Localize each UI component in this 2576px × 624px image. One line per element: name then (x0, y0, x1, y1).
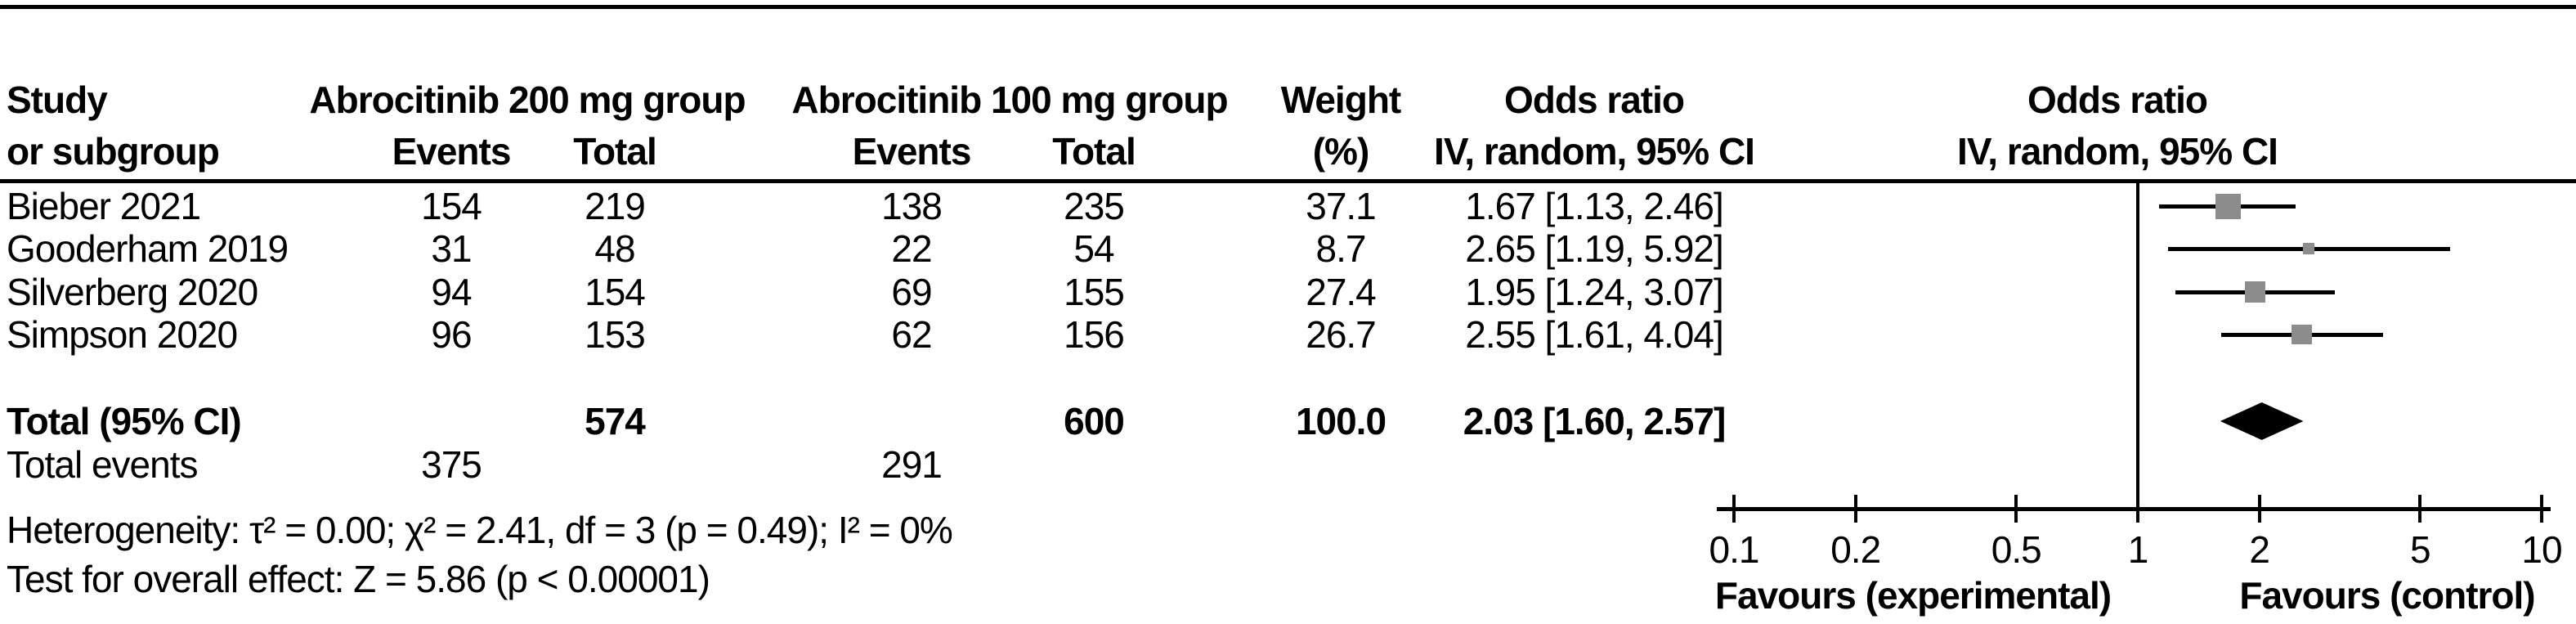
plot-header-line1: Odds ratio (2027, 79, 2208, 121)
weight-value: 27.4 (1306, 271, 1377, 313)
total-events2: 291 (881, 443, 943, 486)
events1-value: 154 (421, 185, 482, 227)
total2-value: 156 (1064, 313, 1125, 356)
total1-value: 48 (594, 227, 635, 270)
weight-value: 26.7 (1306, 313, 1377, 356)
tick-label: 0.5 (1991, 528, 2042, 571)
favours-experimental-label: Favours (experimental) (1714, 574, 2112, 617)
group1-total-header: Total (573, 130, 656, 173)
plot-header-line2: IV, random, 95% CI (1957, 130, 2278, 173)
study-name: Simpson 2020 (7, 313, 238, 356)
x-axis-tick (2014, 495, 2018, 523)
events2-value: 62 (891, 313, 932, 356)
x-axis-tick (2540, 495, 2543, 523)
tick-label: 5 (2409, 528, 2431, 571)
weight-header-line2: (%) (1312, 130, 1370, 173)
x-axis-tick (2418, 495, 2422, 523)
x-axis-line (1717, 507, 2551, 511)
or-column-header-line2: IV, random, 95% CI (1434, 130, 1755, 173)
total1-value: 219 (585, 185, 646, 227)
total1-sum: 574 (585, 400, 646, 442)
study-name: Silverberg 2020 (7, 271, 258, 313)
events2-value: 69 (891, 271, 932, 313)
total2-value: 235 (1064, 185, 1125, 227)
pooled-diamond (2220, 402, 2304, 440)
x-axis-tick (2136, 495, 2139, 523)
events1-value: 31 (431, 227, 472, 270)
study-square-marker (2303, 243, 2315, 254)
pooled-or-text: 2.03 [1.60, 2.57] (1463, 400, 1727, 442)
tick-label: 10 (2521, 528, 2562, 571)
study-header-line1: Study (7, 79, 108, 121)
top-rule (0, 5, 2576, 9)
total1-value: 154 (585, 271, 646, 313)
total1-value: 153 (585, 313, 646, 356)
study-name: Bieber 2021 (7, 185, 201, 227)
group2-total-header: Total (1052, 130, 1136, 173)
weight-value: 8.7 (1315, 227, 1367, 270)
events2-value: 138 (881, 185, 943, 227)
events2-value: 22 (891, 227, 932, 270)
study-name: Gooderham 2019 (7, 227, 289, 270)
or-ci-text: 2.55 [1.61, 4.04] (1465, 313, 1723, 356)
total-events1: 375 (421, 443, 482, 486)
tick-label: 0.1 (1709, 528, 1760, 571)
tick-label: 1 (2127, 528, 2149, 571)
or-null-line (2136, 182, 2139, 511)
total-events-label: Total events (7, 443, 198, 486)
study-header-line2: or subgroup (7, 130, 220, 173)
or-ci-text: 2.65 [1.19, 5.92] (1465, 227, 1723, 270)
weight-sum: 100.0 (1295, 400, 1387, 442)
favours-control-label: Favours (control) (2239, 574, 2535, 617)
events1-value: 96 (431, 313, 472, 356)
weight-header-line1: Weight (1280, 79, 1401, 121)
total2-sum: 600 (1064, 400, 1125, 442)
x-axis-tick (1853, 495, 1857, 523)
group2-events-header: Events (852, 130, 972, 173)
weight-value: 37.1 (1306, 185, 1377, 227)
or-ci-text: 1.95 [1.24, 3.07] (1465, 271, 1723, 313)
total2-value: 155 (1064, 271, 1125, 313)
group2-header: Abrocitinib 100 mg group (791, 79, 1228, 121)
study-square-marker (2292, 324, 2313, 345)
overall-effect-text: Test for overall effect: Z = 5.86 (p < 0… (7, 558, 710, 600)
tick-label: 2 (2249, 528, 2270, 571)
total2-value: 54 (1073, 227, 1114, 270)
x-axis-tick (1732, 495, 1736, 523)
study-square-marker (2215, 193, 2241, 219)
header-underline-rule (0, 179, 2576, 183)
group1-events-header: Events (392, 130, 512, 173)
or-ci-text: 1.67 [1.13, 2.46] (1465, 185, 1723, 227)
study-square-marker (2244, 281, 2265, 303)
total-label: Total (95% CI) (7, 400, 242, 442)
or-column-header-line1: Odds ratio (1503, 79, 1685, 121)
events1-value: 94 (431, 271, 472, 313)
x-axis-tick (2257, 495, 2261, 523)
tick-label: 0.2 (1830, 528, 1881, 571)
group1-header: Abrocitinib 200 mg group (309, 79, 746, 121)
heterogeneity-text: Heterogeneity: τ² = 0.00; χ² = 2.41, df … (7, 509, 953, 551)
